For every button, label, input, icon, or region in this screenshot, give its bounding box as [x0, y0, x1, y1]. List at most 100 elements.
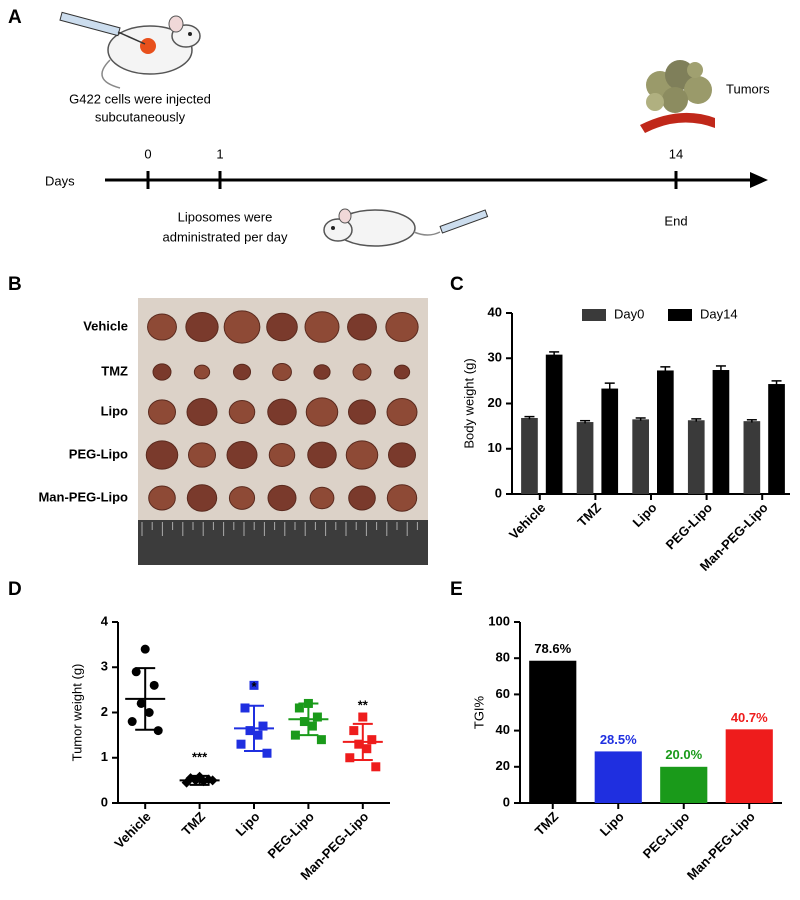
day-label: 1 — [216, 146, 223, 161]
value-label: 28.5% — [600, 732, 637, 747]
bar — [657, 370, 674, 494]
x-tick-label: Man-PEG-Lipo — [684, 809, 758, 883]
bar — [601, 388, 619, 494]
treatment-text: Liposomes were — [178, 209, 273, 224]
x-tick-label: Lipo — [233, 809, 263, 839]
day-label: 14 — [669, 146, 683, 161]
tumor — [386, 398, 418, 426]
point — [127, 717, 137, 727]
significance: *** — [192, 749, 208, 764]
tumor — [267, 484, 297, 512]
value-label: 78.6% — [534, 641, 571, 656]
y-tick-label: 60 — [496, 686, 510, 701]
tumor-graphic — [640, 60, 715, 133]
tumor — [352, 363, 372, 381]
legend-label: Day14 — [700, 306, 738, 321]
group-label: Vehicle — [83, 318, 128, 333]
y-tick-label: 2 — [101, 704, 108, 719]
day-label: 0 — [144, 146, 151, 161]
value-label: 40.7% — [731, 710, 768, 725]
point — [290, 730, 300, 740]
group-label: PEG-Lipo — [69, 446, 128, 461]
bar — [632, 419, 649, 494]
tumor — [223, 310, 261, 344]
injection-text: subcutaneously — [95, 109, 186, 124]
tumor — [345, 440, 379, 470]
y-axis-title: Tumor weight (g) — [69, 664, 84, 762]
tumor — [228, 400, 256, 424]
point — [294, 703, 304, 713]
bar — [712, 370, 730, 494]
tumor-photo-content — [141, 310, 419, 536]
x-tick-label: TMZ — [532, 809, 562, 839]
bar — [725, 729, 773, 803]
point — [136, 698, 146, 708]
legend-swatch — [668, 309, 692, 321]
panel-letter: E — [450, 579, 463, 600]
injection-text: G422 cells were injected — [69, 91, 211, 106]
tumor — [232, 363, 252, 381]
point — [262, 748, 272, 758]
y-tick-label: 20 — [488, 395, 502, 410]
end-label: End — [664, 213, 687, 228]
tumor — [267, 398, 297, 426]
x-tick-label: Vehicle — [506, 500, 548, 542]
x-tick-label: PEG-Lipo — [264, 809, 317, 862]
y-tick-label: 4 — [101, 613, 109, 628]
tumor — [193, 364, 211, 380]
bar — [594, 751, 642, 803]
significance: ** — [358, 697, 369, 712]
point — [144, 708, 154, 717]
panel-letter: D — [8, 579, 22, 600]
tumors-label: Tumors — [726, 81, 770, 96]
tumor — [304, 311, 340, 343]
x-tick-label: Vehicle — [111, 809, 153, 851]
tumor — [272, 362, 292, 382]
point — [149, 680, 159, 690]
x-tick-label: TMZ — [179, 809, 209, 839]
tumor — [148, 399, 176, 425]
tumor — [148, 485, 176, 511]
y-tick-label: 20 — [496, 758, 510, 773]
tumor — [152, 363, 172, 381]
point — [345, 753, 355, 763]
point — [299, 717, 309, 727]
y-tick-label: 0 — [101, 794, 108, 809]
point — [153, 726, 163, 736]
point — [312, 712, 322, 722]
tumor — [385, 311, 419, 343]
tumor — [226, 441, 258, 469]
point — [367, 735, 377, 745]
tumor — [348, 485, 376, 511]
point — [354, 739, 364, 749]
point — [236, 739, 246, 749]
tumor — [386, 484, 418, 512]
bar — [576, 422, 594, 494]
tumor — [388, 442, 416, 468]
tumor — [309, 486, 335, 510]
y-tick-label: 3 — [101, 659, 108, 674]
legend-label: Day0 — [614, 306, 644, 321]
x-tick-label: Lipo — [630, 500, 660, 530]
tumor — [147, 313, 177, 341]
bar — [521, 417, 538, 494]
timeline-label: Days — [45, 173, 75, 188]
point — [253, 730, 263, 740]
legend-swatch — [582, 309, 606, 321]
tumor — [186, 398, 218, 426]
tumor — [348, 399, 376, 425]
y-axis-title: TGI% — [471, 695, 486, 729]
y-tick-label: 80 — [496, 650, 510, 665]
panel-letter: C — [450, 274, 464, 295]
bar — [545, 354, 563, 494]
point — [131, 667, 141, 677]
mouse-injected — [59, 11, 201, 89]
x-tick-label: PEG-Lipo — [663, 500, 716, 553]
tumor — [188, 442, 216, 468]
tumor — [305, 397, 339, 427]
treatment-text: administrated per day — [162, 229, 288, 244]
tumor — [228, 486, 256, 510]
group-label: TMZ — [101, 363, 128, 378]
significance: * — [251, 679, 257, 694]
bar — [768, 384, 785, 494]
